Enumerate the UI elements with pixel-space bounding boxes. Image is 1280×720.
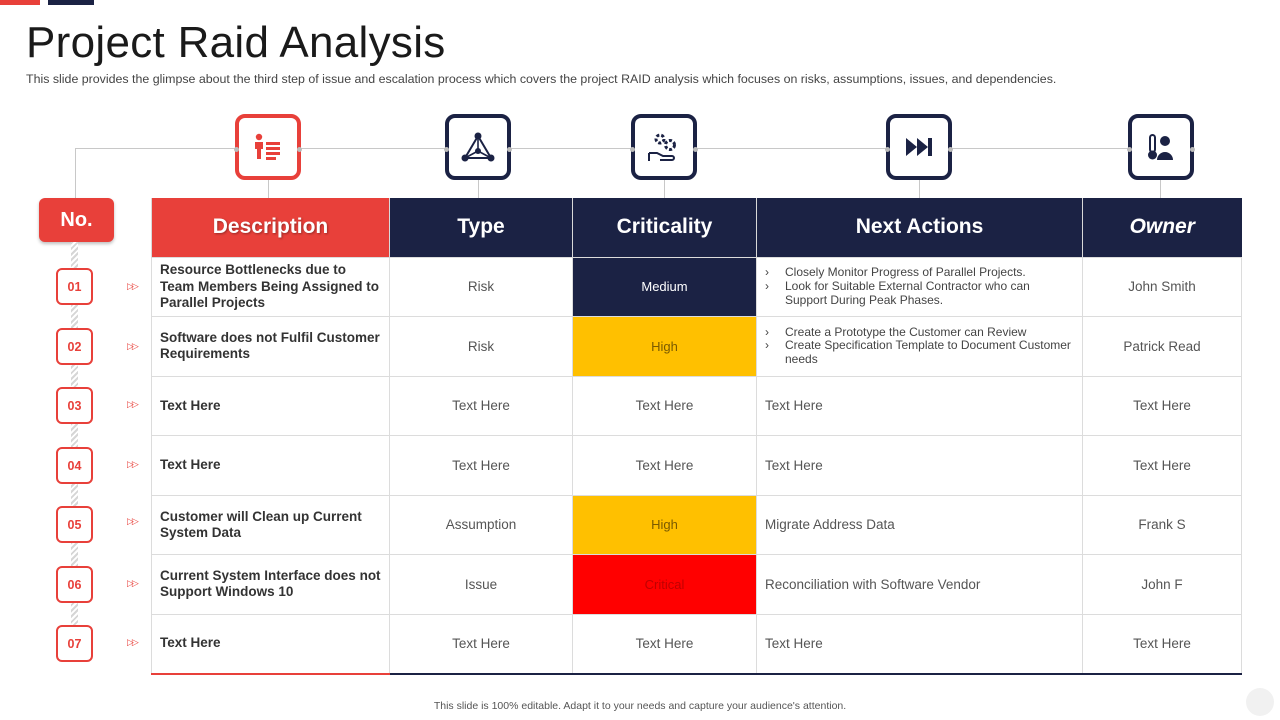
owner-cell: Patrick Read [1082,316,1242,377]
info-list-icon [234,114,302,180]
icon-drop-line-5 [1160,180,1161,198]
criticality-cell: Text Here [572,613,757,675]
icon-drop-line-4 [919,180,920,198]
table-row: Software does not Fulfil Customer Requir… [151,316,1242,377]
next-actions-cell: Text Here [756,435,1083,496]
chevron-right-icon: ▷▷ [127,578,139,588]
footer-note: This slide is 100% editable. Adapt it to… [433,700,847,712]
description-cell: Current System Interface does not Suppor… [151,554,390,615]
action-item: › Look for Suitable External Contractor w… [765,278,1030,307]
description-cell: Text Here [151,613,390,675]
owner-cell: Text Here [1082,375,1242,436]
page-title: Project Raid Analysis [26,18,446,67]
no-connector-line [75,148,76,198]
chevron-right-icon: ▷▷ [127,516,139,526]
next-actions-cell: Migrate Address Data [756,494,1083,555]
description-cell: Resource Bottlenecks due to Team Members… [151,256,390,317]
page-subtitle: This slide provides the glimpse about th… [26,72,1057,86]
chevron-right-icon: ▷▷ [127,281,139,291]
column-header-description: Description [151,198,390,257]
gear-hand-icon [630,114,698,180]
column-header-type: Type [389,198,573,257]
type-cell: Issue [389,554,573,615]
type-cell: Text Here [389,613,573,675]
row-number-badge: 02 [56,328,93,365]
next-actions-cell: Reconciliation with Software Vendor [756,554,1083,615]
fast-forward-icon [885,114,953,180]
table-row: Resource Bottlenecks due to Team Members… [151,256,1242,317]
owner-cell: John F [1082,554,1242,615]
owner-cell: Text Here [1082,613,1242,675]
criticality-cell: High [572,316,757,377]
raid-table: Description Type Criticality Next Action… [151,198,1242,675]
column-header-next-actions: Next Actions [756,198,1083,257]
criticality-cell: Medium [572,256,757,317]
row-number-badge: 07 [56,625,93,662]
owner-cell: John Smith [1082,256,1242,317]
description-cell: Software does not Fulfil Customer Requir… [151,316,390,377]
row-number-badge: 06 [56,566,93,603]
criticality-cell: Critical [572,554,757,615]
table-row: Current System Interface does not Suppor… [151,554,1242,615]
icon-drop-line-1 [268,180,269,198]
action-item: › Create a Prototype the Customer can Rev… [765,324,1027,339]
next-actions-cell: Text Here [756,375,1083,436]
type-cell: Risk [389,256,573,317]
chevron-right-icon: ▷▷ [127,637,139,647]
row-number-badge: 03 [56,387,93,424]
description-cell: Customer will Clean up Current System Da… [151,494,390,555]
column-header-criticality: Criticality [572,198,757,257]
top-accent-navy [48,0,94,5]
type-cell: Risk [389,316,573,377]
table-header-row: Description Type Criticality Next Action… [151,198,1242,257]
type-cell: Text Here [389,435,573,496]
network-triangle-icon [444,114,512,180]
next-actions-cell: Text Here [756,613,1083,675]
owner-cell: Frank S [1082,494,1242,555]
table-row: Text Here Text Here Text Here Text Here … [151,435,1242,496]
description-cell: Text Here [151,435,390,496]
icon-connector-line [75,148,1160,149]
table-row: Customer will Clean up Current System Da… [151,494,1242,555]
owner-cell: Text Here [1082,435,1242,496]
criticality-cell: Text Here [572,435,757,496]
row-number-badge: 04 [56,447,93,484]
type-cell: Text Here [389,375,573,436]
chevron-right-icon: ▷▷ [127,341,139,351]
top-accent-red [0,0,40,5]
icon-drop-line-2 [478,180,479,198]
column-header-owner: Owner [1082,198,1242,257]
criticality-cell: High [572,494,757,555]
no-header-badge: No. [39,198,114,242]
table-row: Text Here Text Here Text Here Text Here … [151,375,1242,436]
row-number-badge: 01 [56,268,93,305]
chevron-right-icon: ▷▷ [127,399,139,409]
action-item: › Closely Monitor Progress of Parallel Pr… [765,265,1026,280]
chevron-right-icon: ▷▷ [127,459,139,469]
criticality-cell: Text Here [572,375,757,436]
description-cell: Text Here [151,375,390,436]
action-item: › Create Specification Template to Docume… [765,338,1071,367]
table-row: Text Here Text Here Text Here Text Here … [151,613,1242,675]
person-thermometer-icon [1127,114,1195,180]
row-number-badge: 05 [56,506,93,543]
page-indicator [1246,688,1274,716]
next-actions-cell: › Create a Prototype the Customer can Rev… [756,316,1083,377]
type-cell: Assumption [389,494,573,555]
next-actions-cell: › Closely Monitor Progress of Parallel Pr… [756,256,1083,317]
icon-drop-line-3 [664,180,665,198]
